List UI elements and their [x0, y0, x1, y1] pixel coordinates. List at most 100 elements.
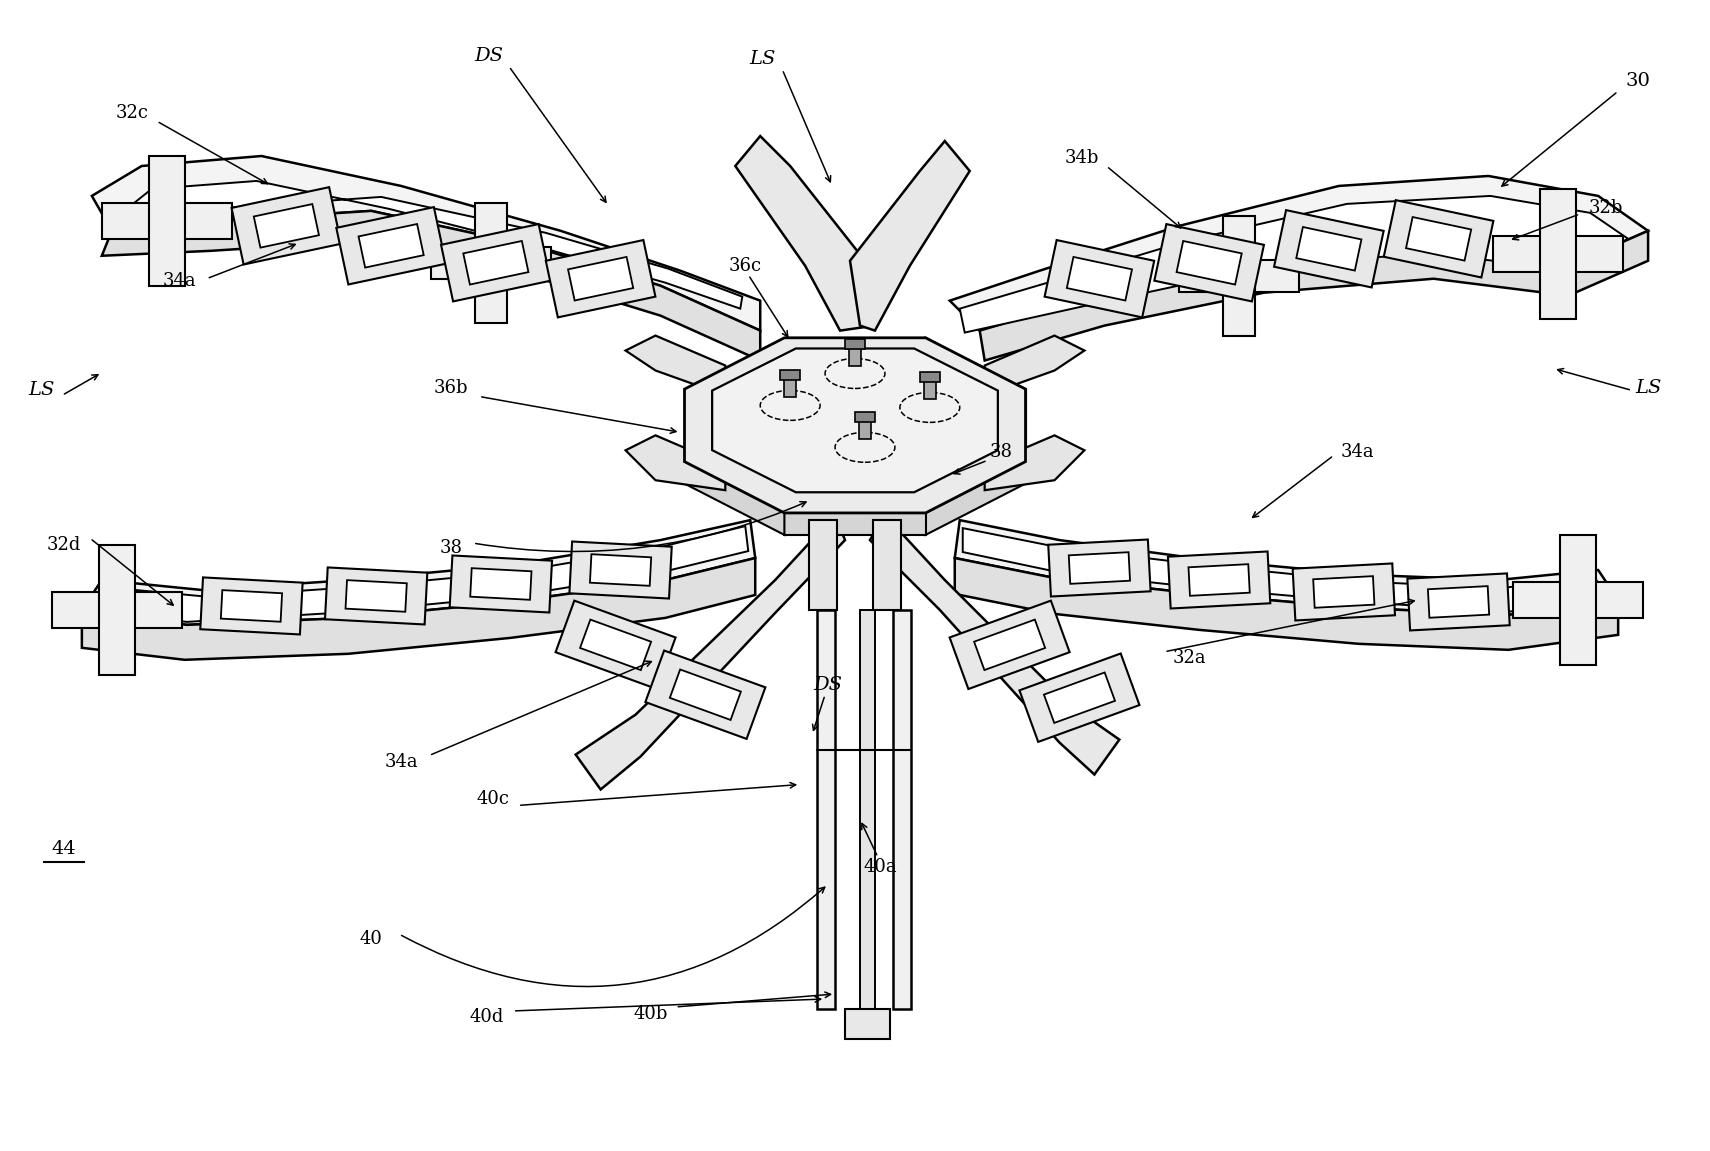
Polygon shape: [590, 554, 652, 586]
Text: DS: DS: [474, 47, 503, 66]
Text: 30: 30: [1626, 73, 1650, 90]
Text: 40c: 40c: [477, 791, 510, 808]
Polygon shape: [949, 601, 1070, 689]
Polygon shape: [92, 157, 761, 330]
Polygon shape: [963, 528, 1607, 612]
Polygon shape: [848, 345, 862, 366]
Text: 38: 38: [990, 443, 1012, 462]
Polygon shape: [845, 1009, 889, 1039]
Polygon shape: [626, 336, 725, 396]
Polygon shape: [1313, 577, 1375, 608]
Polygon shape: [1223, 216, 1255, 336]
Text: 38: 38: [439, 539, 462, 557]
Polygon shape: [1069, 552, 1130, 584]
Polygon shape: [200, 578, 303, 634]
Polygon shape: [860, 610, 876, 1009]
Polygon shape: [985, 336, 1084, 396]
Polygon shape: [51, 592, 181, 628]
Polygon shape: [1513, 582, 1643, 618]
Text: 34a: 34a: [1341, 443, 1375, 462]
Polygon shape: [980, 231, 1648, 360]
Polygon shape: [569, 541, 672, 599]
Polygon shape: [463, 241, 528, 284]
Polygon shape: [954, 558, 1618, 650]
Polygon shape: [345, 580, 407, 612]
Polygon shape: [1383, 200, 1493, 277]
Polygon shape: [684, 337, 1026, 513]
Text: 32d: 32d: [46, 536, 80, 554]
Text: DS: DS: [814, 676, 843, 694]
Polygon shape: [920, 373, 940, 382]
Polygon shape: [817, 610, 834, 1009]
Text: 36b: 36b: [434, 380, 469, 397]
Polygon shape: [1168, 551, 1271, 609]
Polygon shape: [441, 224, 551, 302]
Text: 34b: 34b: [1064, 148, 1098, 167]
Polygon shape: [925, 462, 1026, 535]
Text: 34a: 34a: [385, 753, 417, 770]
Polygon shape: [780, 371, 800, 381]
Polygon shape: [99, 546, 135, 674]
Polygon shape: [325, 567, 428, 625]
Polygon shape: [785, 378, 797, 397]
Polygon shape: [121, 181, 742, 308]
Polygon shape: [1274, 211, 1383, 288]
Polygon shape: [1154, 224, 1264, 302]
Polygon shape: [850, 142, 970, 330]
Polygon shape: [735, 136, 876, 330]
Polygon shape: [845, 338, 865, 349]
Polygon shape: [645, 650, 766, 739]
Polygon shape: [221, 590, 282, 622]
Text: 40d: 40d: [470, 1008, 504, 1026]
Polygon shape: [1176, 241, 1241, 284]
Polygon shape: [576, 516, 845, 790]
Polygon shape: [1560, 535, 1595, 665]
Polygon shape: [556, 601, 675, 689]
Text: 32a: 32a: [1173, 649, 1206, 666]
Polygon shape: [1180, 260, 1300, 291]
Polygon shape: [785, 513, 925, 535]
Text: LS: LS: [749, 51, 775, 68]
Text: 32b: 32b: [1589, 199, 1623, 216]
Polygon shape: [975, 619, 1045, 670]
Polygon shape: [1048, 540, 1151, 596]
Polygon shape: [1188, 564, 1250, 596]
Polygon shape: [545, 241, 655, 318]
Polygon shape: [94, 526, 749, 622]
Text: 40: 40: [359, 930, 383, 948]
Polygon shape: [711, 349, 999, 493]
Polygon shape: [954, 520, 1618, 615]
Polygon shape: [1043, 672, 1115, 723]
Polygon shape: [1406, 218, 1471, 260]
Polygon shape: [949, 176, 1648, 330]
Polygon shape: [1407, 573, 1510, 631]
Polygon shape: [959, 196, 1628, 333]
Polygon shape: [870, 516, 1120, 775]
Polygon shape: [450, 556, 552, 612]
Polygon shape: [149, 157, 185, 285]
Polygon shape: [231, 188, 342, 265]
Polygon shape: [858, 419, 870, 440]
Polygon shape: [568, 257, 633, 300]
Polygon shape: [475, 203, 506, 322]
Polygon shape: [923, 380, 935, 399]
Polygon shape: [470, 569, 532, 600]
Text: 40a: 40a: [864, 859, 896, 876]
Polygon shape: [82, 558, 756, 660]
Text: 34a: 34a: [162, 272, 197, 290]
Polygon shape: [1045, 241, 1154, 318]
Text: 36c: 36c: [728, 257, 763, 275]
Polygon shape: [337, 207, 446, 284]
Polygon shape: [626, 435, 725, 490]
Text: LS: LS: [29, 381, 55, 399]
Polygon shape: [359, 224, 424, 267]
Polygon shape: [785, 337, 925, 360]
Polygon shape: [1067, 257, 1132, 300]
Polygon shape: [253, 204, 320, 247]
Text: 44: 44: [51, 840, 77, 859]
Polygon shape: [103, 211, 761, 360]
Text: 32c: 32c: [115, 104, 149, 122]
Polygon shape: [684, 462, 785, 535]
Polygon shape: [1019, 654, 1139, 742]
Polygon shape: [103, 203, 231, 238]
